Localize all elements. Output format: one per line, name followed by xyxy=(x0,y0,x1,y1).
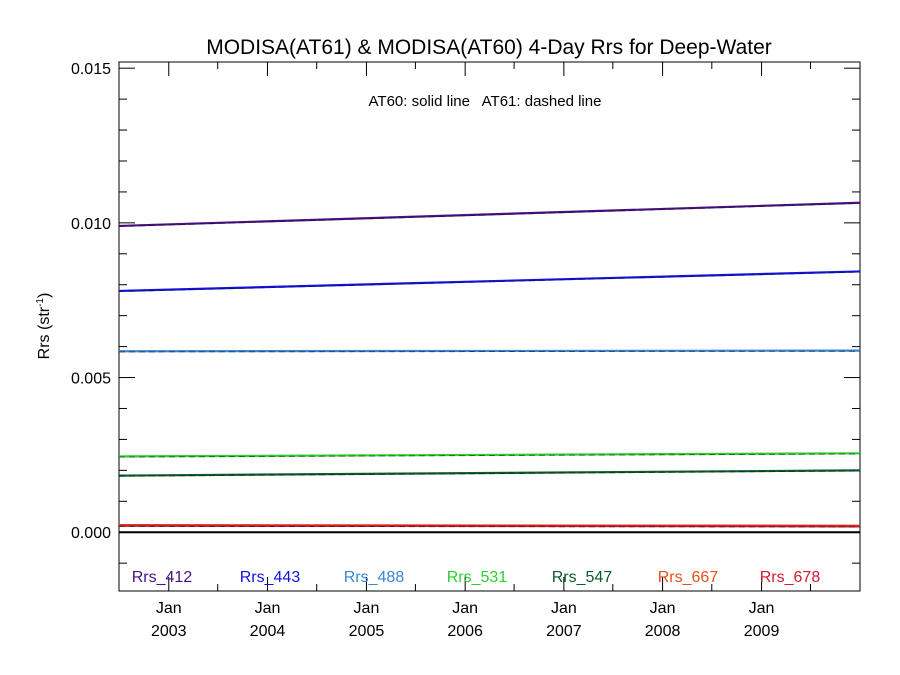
x-tick-month: Jan xyxy=(156,600,182,617)
x-tick-year: 2003 xyxy=(151,623,187,640)
series-line-dashed xyxy=(118,525,861,528)
y-axis-label-close: ) xyxy=(36,293,53,298)
legend-label: Rrs_531 xyxy=(447,569,508,586)
x-tick-year: 2008 xyxy=(645,623,681,640)
y-axis-label-superscript: -1 xyxy=(35,298,46,307)
legend-label: Rrs_547 xyxy=(552,569,613,586)
x-tick-month: Jan xyxy=(749,600,775,617)
legend-label: Rrs_443 xyxy=(240,569,301,586)
legend-label: Rrs_412 xyxy=(132,569,193,586)
series-line-solid xyxy=(118,469,861,477)
x-tick-year: 2004 xyxy=(250,623,286,640)
chart-title: MODISA(AT61) & MODISA(AT60) 4-Day Rrs fo… xyxy=(206,36,772,59)
x-axis: Jan 2003 Jan 2004 Jan 2005 Jan 2006 Jan 2007 Jan 20… xyxy=(151,62,812,640)
series-line-dashed xyxy=(118,470,861,477)
y-tick-label: 0.015 xyxy=(71,61,111,78)
x-tick-month: Jan xyxy=(354,600,380,617)
y-axis: 0.000 0.005 0.010 0.015 xyxy=(71,61,860,564)
series-line-solid xyxy=(118,349,861,353)
x-tick-year: 2007 xyxy=(546,623,582,640)
series-line-solid xyxy=(118,524,861,528)
x-tick-year: 2006 xyxy=(447,623,483,640)
legend-label: Rrs_678 xyxy=(760,569,821,586)
series-line-dashed xyxy=(118,271,861,293)
plot-frame xyxy=(118,61,861,592)
y-axis-label: Rrs (str-1) xyxy=(35,293,53,360)
x-tick-month: Jan xyxy=(551,600,577,617)
legend: Rrs_412 Rrs_443 Rrs_488 Rrs_531 Rrs_547 Rrs_6… xyxy=(132,569,821,586)
series-line-dashed xyxy=(118,453,861,458)
series-line-solid xyxy=(118,201,861,228)
series-line-dashed xyxy=(118,202,861,228)
legend-label: Rrs_667 xyxy=(658,569,719,586)
y-tick-label: 0.000 xyxy=(71,525,111,542)
series-line-solid xyxy=(118,452,861,458)
series-line-dashed xyxy=(118,350,861,353)
series-line-solid xyxy=(118,270,861,293)
x-tick-month: Jan xyxy=(452,600,478,617)
x-tick-year: 2009 xyxy=(744,623,780,640)
x-tick-month: Jan xyxy=(650,600,676,617)
series-layer xyxy=(118,201,861,534)
y-tick-label: 0.005 xyxy=(71,371,111,388)
x-tick-year: 2005 xyxy=(349,623,385,640)
y-tick-label: 0.010 xyxy=(71,216,111,233)
x-tick-month: Jan xyxy=(255,600,281,617)
line-style-note: AT60: solid line AT61: dashed line xyxy=(369,93,602,110)
legend-label: Rrs_488 xyxy=(344,569,405,586)
